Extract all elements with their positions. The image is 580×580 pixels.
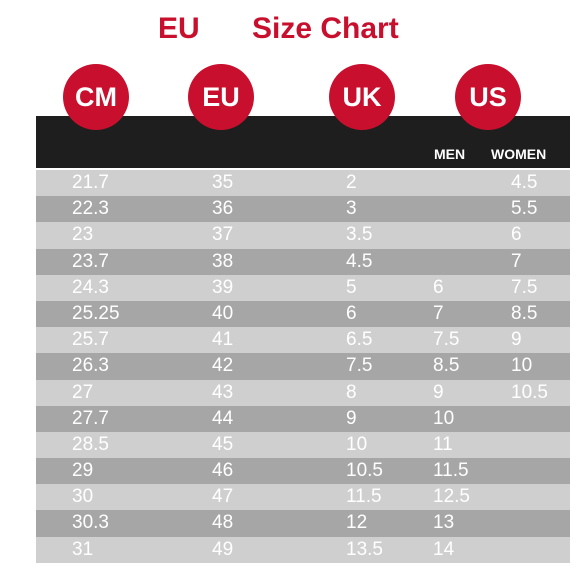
cell-uk: 12 [346, 512, 368, 534]
cell-uk: 8 [346, 381, 357, 403]
table-row: 23 37 3.5 6 [36, 222, 570, 249]
cell-us-women: 8.5 [511, 302, 538, 324]
cell-eu: 46 [212, 460, 234, 482]
cell-cm: 30 [72, 486, 94, 508]
cell-us-women: 5.5 [511, 198, 538, 220]
cell-cm: 21.7 [72, 172, 109, 193]
cell-us-men: 11.5 [433, 460, 469, 482]
table-row: 22.3 36 3 5.5 [36, 196, 570, 223]
cell-uk: 10 [346, 433, 368, 455]
chart-title: EU Size Chart [0, 8, 580, 48]
cell-uk: 9 [346, 407, 357, 429]
cell-us-women: 10.5 [511, 381, 548, 403]
cell-eu: 49 [212, 538, 234, 560]
cell-us-men: 6 [433, 276, 444, 298]
cell-eu: 38 [212, 250, 234, 272]
cell-cm: 27.7 [72, 407, 109, 429]
cell-us-men: 13 [433, 512, 455, 534]
cell-uk: 5 [346, 276, 357, 298]
cell-eu: 42 [212, 355, 234, 377]
cell-uk: 13.5 [346, 538, 383, 560]
table-row: 27 43 8 9 10.5 [36, 379, 570, 406]
cell-us-men: 7.5 [433, 329, 460, 351]
cell-eu: 35 [212, 172, 234, 193]
table-row: 29 46 10.5 11.5 [36, 458, 570, 485]
column-badge-eu: EU [188, 64, 254, 130]
cell-eu: 37 [212, 224, 234, 246]
cell-uk: 7.5 [346, 355, 373, 377]
cell-eu: 40 [212, 302, 234, 324]
cell-cm: 22.3 [72, 198, 109, 220]
cell-eu: 45 [212, 433, 234, 455]
table-row: 30 47 11.5 12.5 [36, 484, 570, 511]
cell-cm: 25.25 [72, 302, 120, 324]
cell-cm: 31 [72, 538, 94, 560]
cell-uk: 3 [346, 198, 357, 220]
cell-uk: 6 [346, 302, 357, 324]
table-row: 30.3 48 12 13 [36, 510, 570, 537]
table-row: 21.7 35 2 4.5 [36, 170, 570, 197]
cell-uk: 3.5 [346, 224, 373, 246]
subheader-women: WOMEN [491, 146, 547, 162]
cell-cm: 25.7 [72, 329, 109, 351]
cell-uk: 11.5 [346, 486, 382, 508]
cell-us-men: 12.5 [433, 486, 470, 508]
cell-us-men: 8.5 [433, 355, 460, 377]
cell-cm: 26.3 [72, 355, 109, 377]
size-table: 21.7 35 2 4.5 22.3 36 3 5.5 23 37 3.5 6 23.7 38 4.5 7 24… [36, 170, 570, 563]
cell-cm: 30.3 [72, 512, 109, 534]
cell-us-men: 14 [433, 538, 455, 560]
cell-us-men: 10 [433, 407, 455, 429]
cell-us-women: 4.5 [511, 172, 538, 193]
cell-eu: 44 [212, 407, 234, 429]
title-eu: EU [158, 12, 200, 45]
cell-us-women: 9 [511, 329, 522, 351]
cell-cm: 29 [72, 460, 94, 482]
cell-us-men: 7 [433, 302, 444, 324]
cell-cm: 23 [72, 224, 94, 246]
cell-us-men: 9 [433, 381, 444, 403]
table-row: 31 49 13.5 14 [36, 536, 570, 563]
table-row: 25.25 40 6 7 8.5 [36, 300, 570, 328]
cell-cm: 27 [72, 381, 94, 403]
cell-uk: 2 [346, 172, 357, 193]
table-row: 24.3 39 5 6 7.5 [36, 274, 570, 301]
column-badge-us: US [455, 64, 521, 130]
cell-uk: 4.5 [346, 250, 373, 272]
cell-eu: 48 [212, 512, 234, 534]
cell-cm: 28.5 [72, 433, 109, 455]
cell-us-men: 11 [433, 433, 453, 455]
cell-us-women: 7.5 [511, 276, 538, 298]
cell-cm: 24.3 [72, 276, 109, 298]
cell-us-women: 6 [511, 224, 522, 246]
cell-eu: 36 [212, 198, 234, 220]
table-row: 26.3 42 7.5 8.5 10 [36, 353, 570, 380]
title-size-chart: Size Chart [252, 12, 399, 45]
cell-us-women: 10 [511, 355, 533, 377]
subheader-men: MEN [434, 146, 466, 162]
cell-uk: 6.5 [346, 329, 373, 351]
cell-cm: 23.7 [72, 250, 109, 272]
column-badge-cm: CM [63, 64, 129, 130]
cell-eu: 39 [212, 276, 234, 298]
cell-eu: 47 [212, 486, 234, 508]
cell-us-women: 7 [511, 250, 522, 272]
table-row: 28.5 45 10 11 [36, 431, 570, 459]
cell-eu: 41 [212, 329, 234, 351]
column-badge-uk: UK [329, 64, 395, 130]
table-row: 23.7 38 4.5 7 [36, 248, 570, 275]
cell-uk: 10.5 [346, 460, 383, 482]
table-row: 25.7 41 6.5 7.5 9 [36, 327, 570, 354]
table-row: 27.7 44 9 10 [36, 405, 570, 432]
cell-eu: 43 [212, 381, 234, 403]
